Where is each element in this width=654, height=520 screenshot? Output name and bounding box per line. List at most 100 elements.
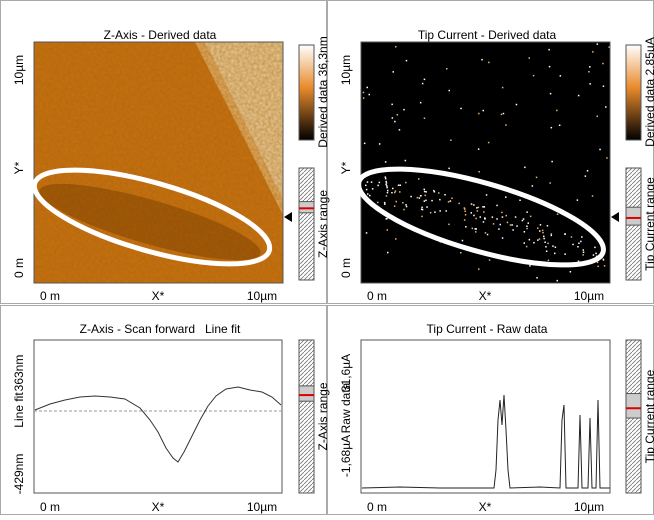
- y-axis-label: 10µm: [12, 55, 26, 85]
- current-spot: [424, 118, 426, 120]
- current-spot: [482, 206, 484, 208]
- current-spot: [532, 185, 534, 187]
- current-spot: [458, 203, 460, 205]
- current-spot: [473, 215, 475, 217]
- current-spot: [546, 251, 548, 253]
- current-spot: [476, 207, 478, 209]
- current-spot: [483, 110, 485, 112]
- current-spot: [592, 51, 594, 53]
- range-label: Tip Current range: [643, 177, 654, 271]
- current-spot: [472, 228, 474, 230]
- current-spot: [391, 104, 393, 106]
- current-spot: [593, 254, 595, 256]
- current-spot: [548, 49, 550, 51]
- current-spot: [605, 106, 607, 108]
- current-spot: [476, 228, 478, 230]
- current-spot: [399, 129, 401, 131]
- current-spot: [438, 192, 440, 194]
- current-spot: [465, 226, 467, 228]
- current-spot: [483, 221, 485, 223]
- current-spot: [500, 224, 502, 226]
- current-spot: [397, 114, 399, 116]
- current-spot: [419, 197, 421, 199]
- current-spot: [603, 259, 605, 261]
- current-spot: [363, 92, 365, 94]
- y-axis-label: Y*: [339, 161, 353, 174]
- current-spot: [506, 215, 508, 217]
- y-axis-label: 10µm: [339, 55, 353, 85]
- current-spot: [385, 181, 387, 183]
- current-spot: [505, 196, 507, 198]
- current-spot: [377, 202, 379, 204]
- y-axis-label: -1,68µA: [339, 435, 353, 477]
- current-spot: [462, 240, 464, 242]
- current-spot: [421, 209, 423, 211]
- current-spot: [556, 110, 558, 112]
- current-spot: [363, 97, 365, 99]
- current-spot: [536, 177, 538, 179]
- current-spot: [386, 195, 388, 197]
- current-spot: [426, 206, 428, 208]
- current-spot: [551, 127, 553, 128]
- current-spot: [547, 243, 549, 245]
- current-spot: [577, 246, 579, 248]
- current-spot: [488, 142, 490, 144]
- y-axis-label: Y*: [12, 161, 26, 174]
- colorbar-label: Derived data 2,85µA: [643, 37, 654, 147]
- y-axis-label: 0 m: [12, 258, 26, 278]
- y-axis-label: 0 m: [339, 258, 353, 278]
- current-spot: [571, 236, 573, 238]
- current-spot: [460, 252, 462, 254]
- current-spot: [501, 212, 503, 214]
- current-spot: [551, 161, 553, 163]
- current-spot: [503, 113, 505, 115]
- current-spot: [387, 190, 389, 192]
- current-spot: [489, 259, 491, 261]
- current-spot: [478, 148, 480, 150]
- current-spot: [483, 211, 485, 213]
- current-spot: [481, 59, 483, 61]
- current-spot: [539, 238, 541, 240]
- current-spot: [486, 194, 488, 196]
- afm-window: Z-Axis - Derived data10µmY*0 m0 mX*10µmD…: [0, 0, 654, 515]
- current-spot: [386, 185, 388, 187]
- current-spot: [392, 188, 394, 190]
- current-spot: [578, 95, 580, 97]
- current-spot: [530, 216, 532, 218]
- current-spot: [367, 181, 369, 183]
- current-spot: [548, 260, 550, 262]
- current-spot: [396, 201, 398, 203]
- current-spot: [418, 178, 420, 180]
- current-spot: [395, 46, 397, 48]
- current-spot: [537, 239, 539, 241]
- current-spot: [369, 195, 371, 197]
- y-axis-label: Line fit: [12, 392, 26, 428]
- current-spot: [464, 208, 466, 210]
- current-spot: [595, 253, 597, 255]
- current-spot: [545, 246, 547, 248]
- current-spot: [391, 192, 393, 194]
- current-spot: [387, 229, 389, 231]
- current-spot: [547, 225, 549, 227]
- current-spot: [385, 161, 387, 163]
- current-spot: [583, 249, 585, 251]
- current-spot: [379, 182, 381, 184]
- current-spot: [498, 228, 500, 230]
- current-spot: [366, 232, 368, 234]
- current-spot: [471, 203, 473, 205]
- current-spot: [524, 242, 526, 244]
- current-spot: [544, 242, 546, 244]
- current-spot: [402, 202, 404, 204]
- current-spot: [529, 57, 531, 59]
- current-spot: [526, 211, 528, 213]
- x-axis-label: 0 m: [40, 500, 60, 514]
- current-spot: [406, 206, 408, 208]
- pointer-arrow: [611, 212, 619, 222]
- range-window: [299, 386, 314, 401]
- current-spot: [464, 219, 466, 221]
- current-spot: [536, 277, 538, 279]
- current-spot: [542, 230, 544, 232]
- current-spot: [398, 185, 400, 187]
- current-spot: [475, 231, 477, 233]
- current-spot: [580, 241, 582, 243]
